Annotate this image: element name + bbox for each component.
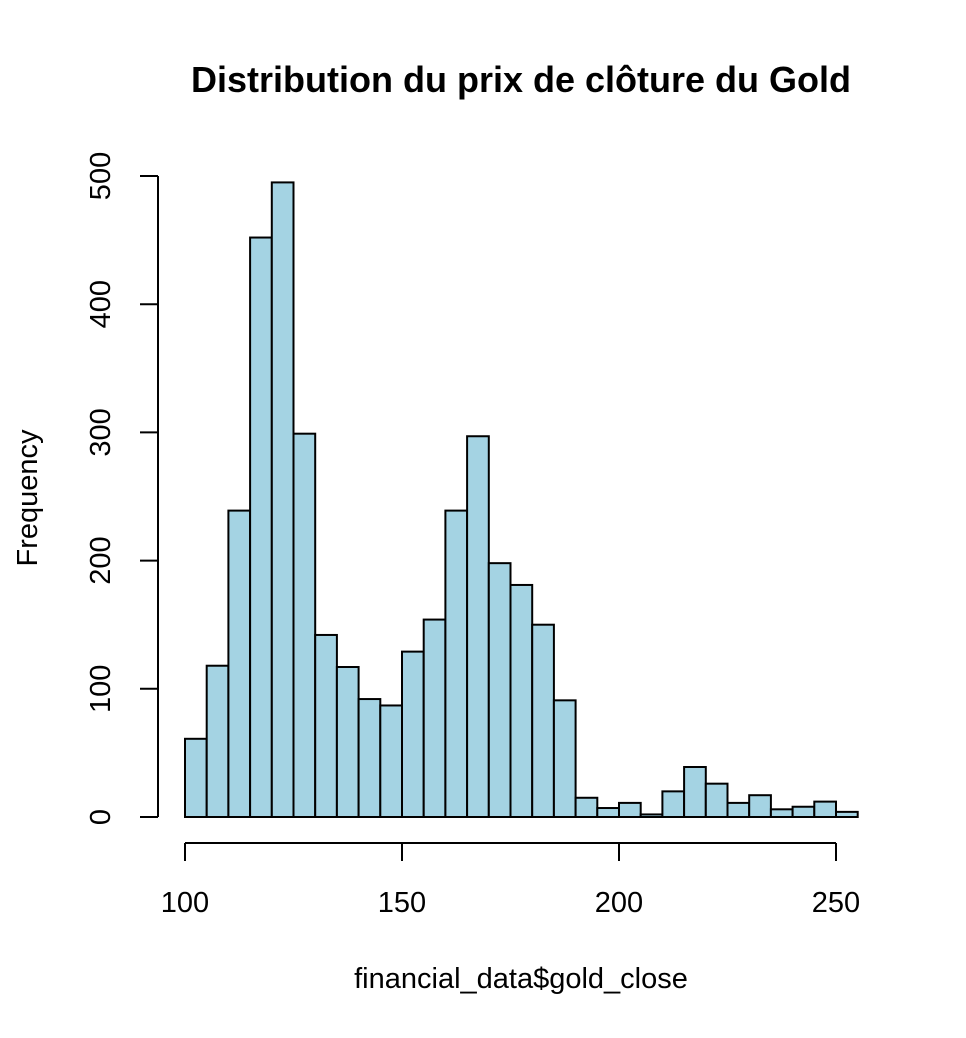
histogram-bar-230-235 [748,794,772,818]
histogram-bar-135-140 [335,666,360,818]
histogram-bar-250-255 [835,810,859,819]
x-tick-label-150: 150 [378,887,426,919]
histogram-bar-150-155 [401,650,425,819]
histogram-bar-175-180 [509,583,534,819]
histogram-bar-170-175 [487,562,512,818]
histogram-bar-160-165 [444,509,469,818]
histogram-bar-165-170 [466,435,490,818]
histogram-bar-145-150 [379,704,403,818]
histogram-bar-210-215 [661,790,686,818]
x-tick-label-200: 200 [595,887,643,919]
y-tick-label-300: 300 [85,408,117,456]
histogram-bar-200-205 [618,801,642,819]
y-tick-label-0: 0 [85,809,117,825]
histogram-bar-215-220 [683,766,707,819]
histogram-bar-180-185 [531,623,555,819]
histogram-bar-110-115 [227,509,252,818]
histogram-bar-240-245 [791,805,816,819]
y-tick-label-100: 100 [85,665,117,713]
y-tick-label-400: 400 [85,280,117,328]
histogram-bar-235-240 [769,808,794,818]
histogram-bar-155-160 [422,618,447,819]
histogram-bar-125-130 [292,432,317,818]
y-tick-label-200: 200 [85,536,117,584]
histogram-bar-225-230 [726,801,751,819]
chart-title: Distribution du prix de clôture du Gold [191,59,851,100]
y-tick-label-500: 500 [85,152,117,200]
histogram-bar-190-195 [574,796,599,819]
histogram-bar-115-120 [249,236,273,818]
histogram-bar-205-210 [639,813,664,818]
x-axis: 100 150 200 250 [161,842,860,919]
y-axis: 0 100 200 300 400 500 [85,152,159,825]
histogram-bar-120-125 [270,181,295,819]
y-axis-label: Frequency [12,429,44,567]
histogram-bar-100-105 [184,737,208,818]
histogram-bar-140-145 [357,698,382,819]
x-tick-label-100: 100 [161,887,209,919]
x-axis-label: financial_data$gold_close [354,963,688,995]
bars-group [184,181,859,819]
x-tick-label-250: 250 [812,887,860,919]
histogram-bar-245-250 [813,800,837,819]
histogram-bar-185-190 [552,699,577,819]
histogram-bar-220-225 [704,782,729,819]
histogram-bar-195-200 [596,807,620,819]
histogram-bar-130-135 [314,633,338,818]
histogram-bar-105-110 [205,664,230,818]
